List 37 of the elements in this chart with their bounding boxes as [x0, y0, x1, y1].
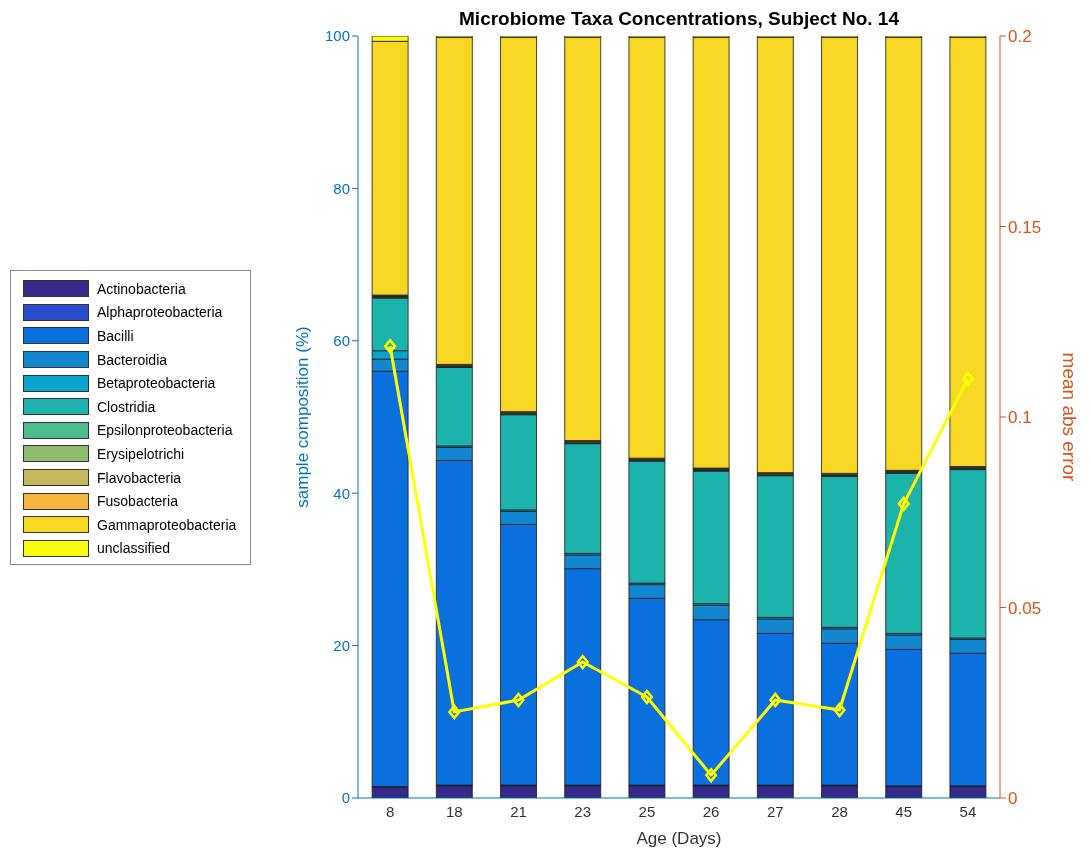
- x-tick-label: 45: [895, 802, 913, 820]
- legend-label: unclassified: [97, 540, 171, 557]
- y2-tick-label: 0.1: [1008, 408, 1032, 428]
- x-tick-label: 26: [702, 802, 720, 820]
- legend-label: Epsilonproteobacteria: [97, 422, 233, 439]
- y-tick-label: 40: [333, 484, 350, 502]
- x-tick-label: 18: [445, 802, 463, 820]
- y2-axis-title: mean abs error: [1059, 352, 1081, 483]
- x-tick-label: 54: [959, 802, 977, 820]
- x-tick-label: 8: [385, 802, 395, 820]
- x-tick-label: 21: [510, 802, 527, 820]
- y2-tick-label: 0.2: [1008, 27, 1032, 47]
- legend-label: Alphaproteobacteria: [97, 304, 223, 321]
- y-tick-label: 60: [333, 332, 350, 350]
- y2-tick-label: 0.05: [1008, 598, 1042, 618]
- y2-tick-label: 0.15: [1008, 217, 1042, 237]
- legend-label: Clostridia: [97, 398, 156, 415]
- y-tick-label: 80: [333, 179, 350, 197]
- legend-label: Erysipelotrichi: [97, 445, 185, 462]
- chart-title: Microbiome Taxa Concentrations, Subject No. 14: [458, 8, 900, 30]
- y-tick-label: 0: [341, 789, 350, 807]
- legend-label: Bacteroidia: [97, 351, 168, 368]
- legend-label: Actinobacteria: [97, 280, 186, 297]
- x-tick-label: 25: [638, 802, 656, 820]
- y2-tick-label: 0: [1008, 789, 1018, 809]
- legend-label: Gammaproteobacteria: [97, 516, 237, 533]
- x-tick-label: 27: [766, 802, 784, 820]
- legend-label: Bacilli: [97, 327, 134, 344]
- x-tick-label: 28: [831, 802, 848, 820]
- legend-label: Betaproteobacteria: [97, 375, 216, 392]
- y-tick-label: 20: [333, 636, 350, 654]
- y-axis-title: sample composition (%): [293, 326, 313, 508]
- legend-label: Flavobacteria: [97, 469, 182, 486]
- x-tick-label: 23: [574, 802, 592, 820]
- legend-label: Fusobacteria: [97, 493, 178, 510]
- x-axis-title: Age (Days): [636, 829, 722, 848]
- y-tick-label: 100: [324, 27, 350, 45]
